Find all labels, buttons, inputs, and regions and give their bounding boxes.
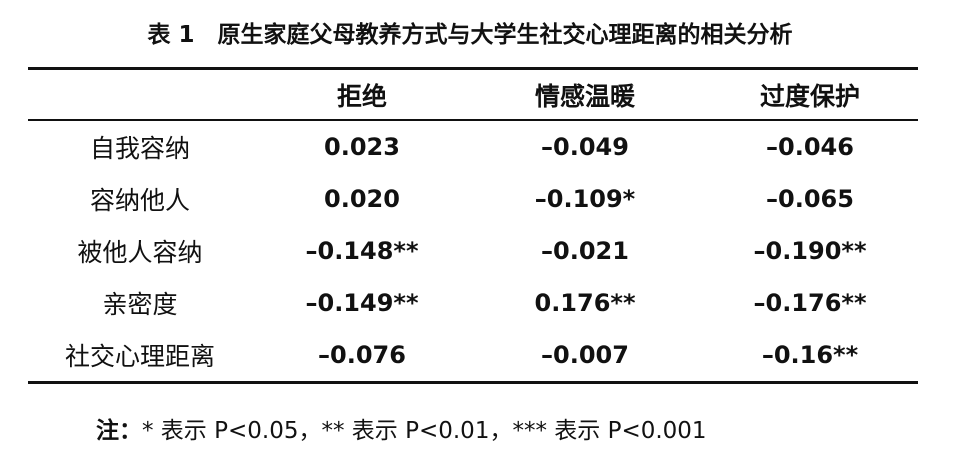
cell: –0.065 bbox=[766, 185, 854, 213]
row-label: 自我容纳 bbox=[89, 134, 191, 163]
cell: –0.076 bbox=[318, 341, 406, 369]
bottom-rule bbox=[28, 381, 918, 384]
cell: –0.149** bbox=[305, 289, 419, 317]
table-title: 表 1 原生家庭父母教养方式与大学生社交心理距离的相关分析 bbox=[147, 22, 793, 48]
header-rule bbox=[28, 119, 918, 121]
top-rule bbox=[28, 67, 918, 70]
cell: –0.109* bbox=[534, 185, 636, 213]
cell: 0.176** bbox=[534, 289, 636, 317]
cell: –0.148** bbox=[305, 237, 419, 265]
column-header: 情感温暖 bbox=[534, 82, 636, 111]
cell: –0.007 bbox=[541, 341, 629, 369]
note-label: 注： bbox=[96, 418, 142, 444]
note-text: * 表示 P<0.05，** 表示 P<0.01，*** 表示 P<0.001 bbox=[142, 418, 707, 444]
column-header: 拒绝 bbox=[336, 82, 388, 111]
cell: –0.190** bbox=[753, 237, 867, 265]
cell: –0.176** bbox=[753, 289, 867, 317]
column-header: 过度保护 bbox=[759, 82, 861, 111]
cell: 0.020 bbox=[324, 185, 400, 213]
row-label: 亲密度 bbox=[102, 290, 178, 319]
cell: –0.021 bbox=[541, 237, 629, 265]
cell: –0.16** bbox=[761, 341, 859, 369]
row-label: 被他人容纳 bbox=[77, 238, 203, 267]
cell: –0.049 bbox=[541, 133, 629, 161]
cell: –0.046 bbox=[766, 133, 854, 161]
row-label: 容纳他人 bbox=[89, 186, 191, 215]
note: 注：* 表示 P<0.05，** 表示 P<0.01，*** 表示 P<0.00… bbox=[96, 411, 707, 445]
row-label: 社交心理距离 bbox=[64, 342, 216, 371]
cell: 0.023 bbox=[324, 133, 400, 161]
